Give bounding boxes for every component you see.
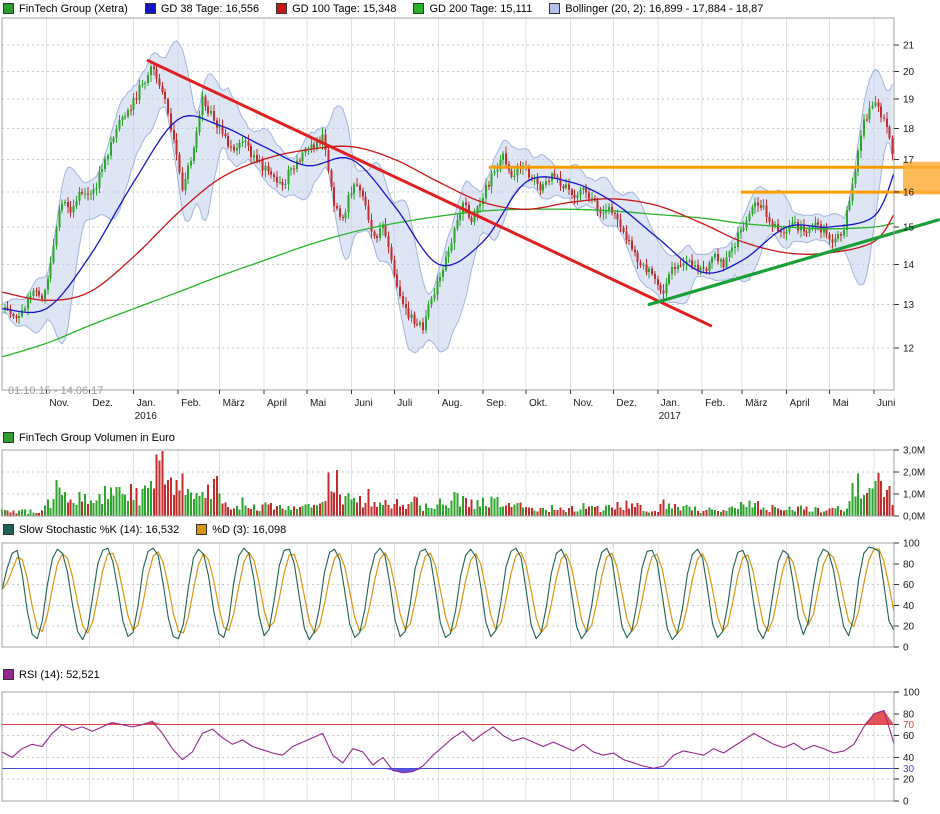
svg-text:20: 20	[903, 67, 915, 78]
stoch-k-label: Slow Stochastic %K (14): 16,532	[19, 523, 180, 536]
svg-text:18: 18	[903, 124, 915, 135]
svg-text:80: 80	[903, 559, 915, 570]
svg-text:0,0M: 0,0M	[903, 512, 925, 523]
svg-text:März: März	[745, 398, 767, 409]
svg-text:19: 19	[903, 95, 915, 106]
svg-text:3,0M: 3,0M	[903, 446, 925, 457]
svg-text:1,0M: 1,0M	[903, 490, 925, 501]
rsi-swatch	[3, 669, 14, 680]
svg-text:100: 100	[903, 688, 920, 699]
volume-legend: FinTech Group Volumen in Euro	[3, 431, 192, 444]
svg-text:0: 0	[903, 797, 909, 808]
svg-text:12: 12	[903, 343, 915, 354]
svg-text:01.10.15 - 14.06.17: 01.10.15 - 14.06.17	[8, 385, 103, 397]
svg-text:Jan.: Jan.	[661, 398, 680, 409]
svg-text:März: März	[223, 398, 245, 409]
stochastic-chart: 100 80 60 40 20 0	[1, 539, 920, 654]
legend-item-bollinger: Bollinger (20, 2): 16,899 - 17,884 - 18,…	[549, 3, 763, 15]
svg-text:Juli: Juli	[397, 398, 412, 409]
svg-text:Feb.: Feb.	[705, 398, 725, 409]
gd100-swatch	[276, 3, 288, 14]
svg-text:Jan.: Jan.	[137, 398, 156, 409]
svg-text:40: 40	[903, 601, 915, 612]
svg-text:70: 70	[903, 720, 915, 731]
svg-text:13: 13	[903, 300, 915, 311]
bollinger-label: Bollinger (20, 2): 16,899 - 17,884 - 18,…	[565, 2, 764, 15]
svg-text:April: April	[790, 398, 810, 409]
rsi-legend: RSI (14): 52,521	[3, 668, 117, 681]
svg-text:16: 16	[903, 188, 915, 199]
svg-text:Dez.: Dez.	[616, 398, 637, 409]
legend-item-gd200: GD 200 Tage: 15,111	[413, 3, 532, 15]
stochastic-legend: Slow Stochastic %K (14): 16,532 %D (3): …	[3, 523, 303, 536]
svg-text:0: 0	[903, 643, 909, 654]
svg-text:40: 40	[903, 753, 915, 764]
svg-text:Okt.: Okt.	[529, 398, 547, 409]
svg-text:15: 15	[903, 223, 915, 234]
svg-text:17: 17	[903, 155, 915, 166]
svg-text:Dez.: Dez.	[92, 398, 113, 409]
bollinger-swatch	[549, 3, 561, 14]
legend-item-rsi: RSI (14): 52,521	[3, 669, 100, 681]
svg-text:14: 14	[903, 260, 915, 271]
gd200-label: GD 200 Tage: 15,111	[429, 2, 533, 15]
series-swatch	[3, 3, 14, 14]
volume-label: FinTech Group Volumen in Euro	[19, 431, 175, 444]
stoch-d-swatch	[196, 524, 208, 535]
svg-text:60: 60	[903, 580, 915, 591]
svg-text:Juni: Juni	[877, 398, 895, 409]
svg-text:2,0M: 2,0M	[903, 468, 925, 479]
svg-text:100: 100	[903, 539, 920, 550]
rsi-label: RSI (14): 52,521	[19, 668, 100, 681]
svg-text:Juni: Juni	[354, 398, 372, 409]
svg-text:Sep.: Sep.	[486, 398, 507, 409]
svg-text:Aug.: Aug.	[442, 398, 463, 409]
legend-item-stoch-d: %D (3): 16,098	[196, 524, 286, 536]
svg-text:April: April	[267, 398, 287, 409]
main-legend: FinTech Group (Xetra) GD 38 Tage: 16,556…	[3, 2, 780, 15]
svg-text:80: 80	[903, 709, 915, 720]
svg-text:20: 20	[903, 775, 915, 786]
svg-text:20: 20	[903, 622, 915, 633]
volume-swatch	[3, 432, 14, 443]
svg-text:Feb.: Feb.	[181, 398, 201, 409]
gd200-swatch	[413, 3, 425, 14]
svg-text:60: 60	[903, 731, 915, 742]
legend-item-gd100: GD 100 Tage: 15,348	[276, 3, 396, 15]
gd100-label: GD 100 Tage: 15,348	[292, 2, 397, 15]
svg-text:Nov.: Nov.	[573, 398, 593, 409]
stoch-k-swatch	[3, 524, 14, 535]
legend-item-volume: FinTech Group Volumen in Euro	[3, 432, 175, 444]
svg-text:30: 30	[903, 764, 915, 775]
legend-item-stoch-k: Slow Stochastic %K (14): 16,532	[3, 524, 179, 536]
legend-item-series: FinTech Group (Xetra)	[3, 3, 128, 15]
legend-item-gd38: GD 38 Tage: 16,556	[144, 2, 260, 15]
svg-text:Nov.: Nov.	[49, 398, 69, 409]
svg-text:2016: 2016	[135, 411, 158, 422]
volume-chart: 3,0M 2,0M 1,0M 0,0M	[1, 446, 925, 523]
svg-text:21: 21	[903, 40, 915, 51]
gd38-swatch	[144, 3, 156, 14]
gd38-label: GD 38 Tage: 16,556	[160, 2, 260, 15]
svg-text:Mai: Mai	[833, 398, 849, 409]
stoch-d-label: %D (3): 16,098	[212, 523, 287, 536]
main-price-chart: 21 20 19 18 17 16 15 14 13 12 Nov. Dez. Jan. Feb. März…	[1, 17, 940, 422]
svg-text:2017: 2017	[659, 411, 682, 422]
svg-text:Mai: Mai	[310, 398, 326, 409]
series-label: FinTech Group (Xetra)	[19, 2, 128, 15]
